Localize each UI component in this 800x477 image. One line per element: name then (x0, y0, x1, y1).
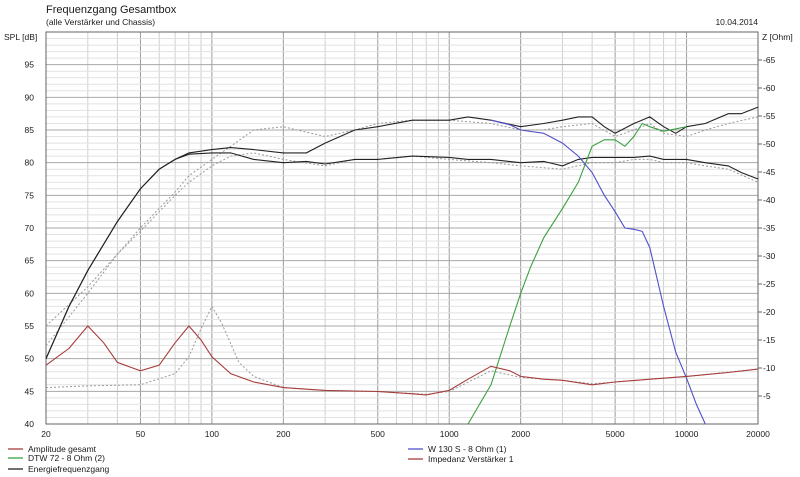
y-tick-label-left: 55 (25, 321, 35, 331)
y-tick-label-right: -25 (763, 279, 776, 289)
y-tick-label-left: 85 (25, 125, 35, 135)
x-tick-label: 2000 (511, 429, 530, 439)
series-line-amplitude-gesamt (45, 152, 759, 359)
y-tick-label-right: -65 (763, 55, 776, 65)
y-tick-label-left: 65 (25, 256, 35, 266)
grid-lines (45, 31, 759, 425)
y-tick-label-right: -50 (763, 139, 776, 149)
y-tick-label-left: 40 (25, 419, 35, 429)
x-tick-label: 20000 (746, 429, 770, 439)
y-tick-label-left: 50 (25, 354, 35, 364)
legend-item-label: DTW 72 - 8 Ohm (2) (28, 453, 105, 463)
x-tick-label: 100 (205, 429, 219, 439)
chart-subtitle: (alle Verstärker und Chassis) (46, 17, 155, 27)
legend-item-label: Impedanz Verstärker 1 (428, 454, 514, 464)
series-line-energiefrequenzgang (45, 106, 759, 359)
series-lines (45, 106, 759, 425)
x-tick-label: 10000 (675, 429, 699, 439)
x-tick-label: 1000 (440, 429, 459, 439)
y-tick-label-right: -20 (763, 307, 776, 317)
x-tick-label: 50 (136, 429, 146, 439)
x-tick-label: 200 (276, 429, 290, 439)
series-line-energiefrequenzgang-dashed (45, 116, 759, 346)
legend-item-label: Amplitude gesamt (28, 444, 97, 454)
chart-date: 10.04.2014 (715, 17, 758, 27)
x-tick-label: 500 (371, 429, 385, 439)
y-tick-label-right: -45 (763, 167, 776, 177)
y-tick-label-left: 60 (25, 288, 35, 298)
y-tick-label-right: -30 (763, 251, 776, 261)
y-tick-label-left: 95 (25, 60, 35, 70)
y-tick-label-right: -5 (763, 391, 771, 401)
y-tick-label-left: 70 (25, 223, 35, 233)
y-tick-label-left: 75 (25, 190, 35, 200)
legend-item-label: Energiefrequenzgang (28, 464, 110, 474)
series-line-dtw-72-8-ohm-2 (467, 122, 687, 425)
legend-item-label: W 130 S - 8 Ohm (1) (428, 444, 507, 454)
y-tick-label-right: -55 (763, 111, 776, 121)
series-line-w-130-s-8-ohm-1 (490, 119, 706, 425)
y-tick-label-right: -35 (763, 223, 776, 233)
chart-title: Frequenzgang Gesamtbox (46, 4, 177, 16)
y-axis-label-right: Z [Ohm] (762, 32, 793, 42)
y-tick-label-right: -40 (763, 195, 776, 205)
x-tick-label: 20 (41, 429, 51, 439)
series-line-impedanz-verst-rker-1 (45, 325, 759, 396)
series-line-impedanz-verst-rker-1-dashed (45, 305, 759, 395)
y-tick-label-left: 45 (25, 386, 35, 396)
y-axis-label-left: SPL [dB] (4, 32, 37, 42)
axis-ticks: 20 50 100 200 500 1000 2000 5000 10000 20000 40 45 5… (25, 55, 776, 439)
y-tick-label-right: -60 (763, 83, 776, 93)
x-tick-label: 5000 (606, 429, 625, 439)
series-line-amplitude-gesamt-dashed (45, 152, 759, 327)
y-tick-label-right: -10 (763, 363, 776, 373)
y-tick-label-left: 80 (25, 158, 35, 168)
y-tick-label-right: -15 (763, 335, 776, 345)
y-tick-label-left: 90 (25, 92, 35, 102)
